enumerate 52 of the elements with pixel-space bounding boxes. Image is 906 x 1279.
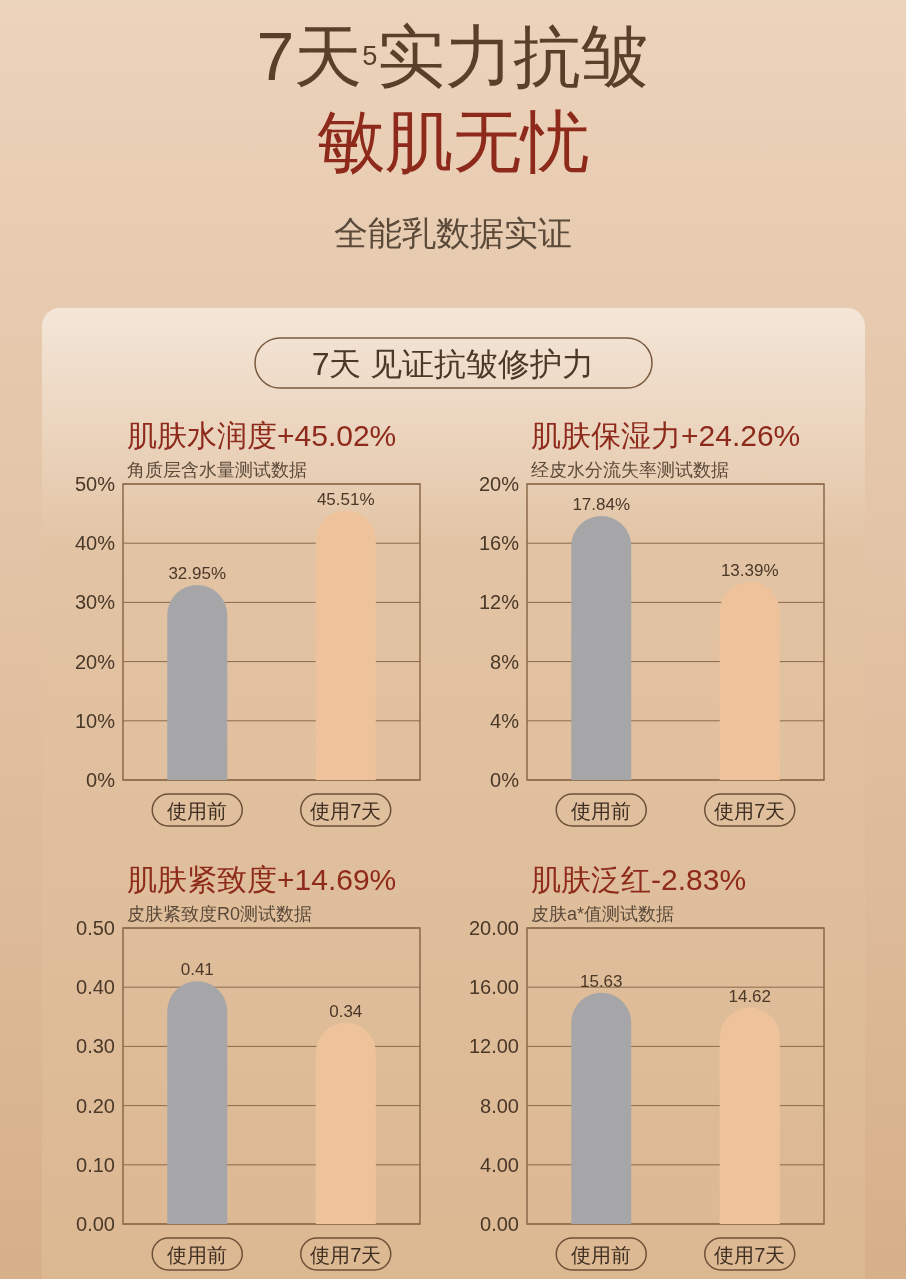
x-tick-label: 使用前 (571, 1244, 632, 1266)
y-tick-label: 0.00 (76, 1213, 115, 1235)
x-tick-label: 使用7天 (714, 1244, 786, 1266)
y-tick-label: 0.40 (76, 976, 115, 999)
data-label: 17.84% (572, 494, 631, 514)
x-tick-label: 使用7天 (310, 1244, 382, 1266)
y-tick-label: 10% (74, 709, 116, 732)
y-tick-label: 40% (74, 532, 116, 555)
y-tick-label: 20% (478, 473, 520, 495)
y-tick-label: 0.00 (480, 1213, 519, 1235)
data-label: 13.39% (720, 560, 779, 580)
y-tick-label: 0.20 (76, 1094, 115, 1117)
chart-subtitle: 皮肤a*值测试数据 (531, 904, 675, 924)
y-tick-label: 50% (74, 473, 116, 495)
data-label: 15.63 (579, 971, 623, 991)
data-label: 0.34 (329, 1001, 363, 1021)
chart-subtitle: 皮肤紧致度R0测试数据 (127, 904, 313, 924)
chart-title: 肌肤水润度+45.02% (127, 419, 397, 452)
y-tick-label: 0.30 (76, 1035, 115, 1058)
y-tick-label: 8% (490, 650, 520, 673)
y-tick-label: 12.00 (468, 1035, 519, 1058)
y-tick-label: 0% (86, 769, 116, 791)
x-tick-label: 使用前 (571, 800, 632, 822)
y-tick-label: 4% (490, 709, 520, 732)
y-tick-label: 0.50 (76, 917, 115, 939)
text: 敏肌无忧 (317, 103, 589, 179)
x-tick-label: 使用7天 (310, 800, 382, 822)
y-tick-label: 12% (478, 591, 520, 614)
x-tick-label: 使用7天 (714, 800, 786, 822)
text: 全能乳数据实证 (334, 214, 572, 252)
x-tick-label: 使用前 (167, 800, 228, 822)
data-label: 0.41 (180, 960, 214, 980)
y-tick-label: 0.10 (76, 1153, 115, 1176)
y-tick-label: 16.00 (468, 976, 519, 999)
y-tick-label: 0% (490, 769, 520, 791)
chart-title: 肌肤保湿力+24.26% (531, 419, 801, 452)
chart-subtitle: 经皮水分流失率测试数据 (531, 460, 729, 480)
text: 7天 见证抗皱修护力 (311, 346, 595, 382)
data-label: 14.62 (728, 986, 772, 1006)
y-tick-label: 20.00 (468, 917, 519, 939)
y-tick-label: 30% (74, 591, 116, 614)
y-tick-label: 20% (74, 650, 116, 673)
y-tick-label: 8.00 (480, 1094, 519, 1117)
y-tick-label: 4.00 (480, 1153, 519, 1176)
data-label: 32.95% (168, 563, 227, 583)
chart-title: 肌肤泛红-2.83% (531, 863, 747, 896)
chart-subtitle: 角质层含水量测试数据 (127, 460, 307, 480)
x-tick-label: 使用前 (167, 1244, 228, 1266)
text: 7天$^{5}$实力抗皱 (256, 18, 650, 94)
chart-title: 肌肤紧致度+14.69% (127, 863, 397, 896)
y-tick-label: 16% (478, 532, 520, 555)
data-label: 45.51% (316, 489, 375, 509)
